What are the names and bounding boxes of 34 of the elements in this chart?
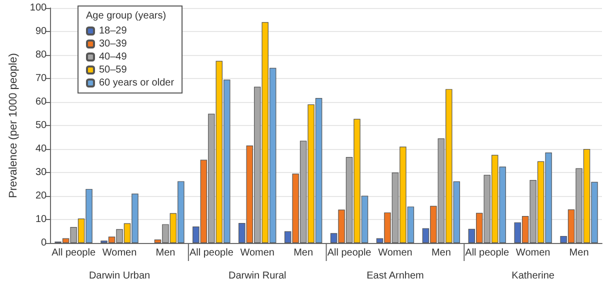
x-tick-label: All people	[189, 248, 234, 258]
text: Darwin Urban	[88, 270, 150, 282]
x-tick-label: Women	[516, 248, 550, 258]
text: Katherine	[512, 270, 555, 282]
y-tick-label: 40	[35, 144, 48, 154]
x-tick-label: All people	[465, 248, 510, 258]
x-tick-label: Women	[240, 248, 275, 258]
legend-label: 30–39	[99, 38, 128, 50]
x-tick-label: Men	[294, 248, 314, 258]
legend-title: Age group (years)	[86, 10, 166, 22]
y-tick-label: 50	[35, 120, 48, 131]
x-tick-label: Women	[378, 248, 412, 258]
y-tick-label: 80	[35, 50, 48, 60]
y-tick-label: 20	[35, 190, 48, 202]
x-tick-label: Men	[569, 248, 589, 258]
text: East Arnhem	[366, 270, 424, 282]
y-tick-label: 0	[41, 238, 48, 248]
legend-label: 60 years or older	[99, 78, 175, 88]
x-tick-label: All people	[52, 248, 96, 258]
y-tick-label: 100	[30, 2, 48, 14]
x-tick-label: All people	[327, 248, 372, 258]
legend-label: 50–59	[99, 64, 128, 76]
legend-label: 18–29	[99, 26, 128, 36]
y-tick-label: 70	[35, 73, 48, 84]
y-tick-label: 10	[35, 214, 48, 225]
x-tick-label: Men	[431, 248, 451, 258]
legend-label: 40–49	[99, 52, 128, 62]
text: Darwin Rural	[228, 270, 286, 282]
y-tick-label: 60	[35, 96, 48, 108]
y-axis-title: Prevalence (per 1000 people)	[8, 53, 20, 198]
x-tick-label: Men	[156, 248, 176, 258]
y-tick-label: 30	[35, 167, 48, 178]
y-tick-label: 90	[35, 26, 48, 37]
x-tick-label: Women	[102, 248, 137, 258]
